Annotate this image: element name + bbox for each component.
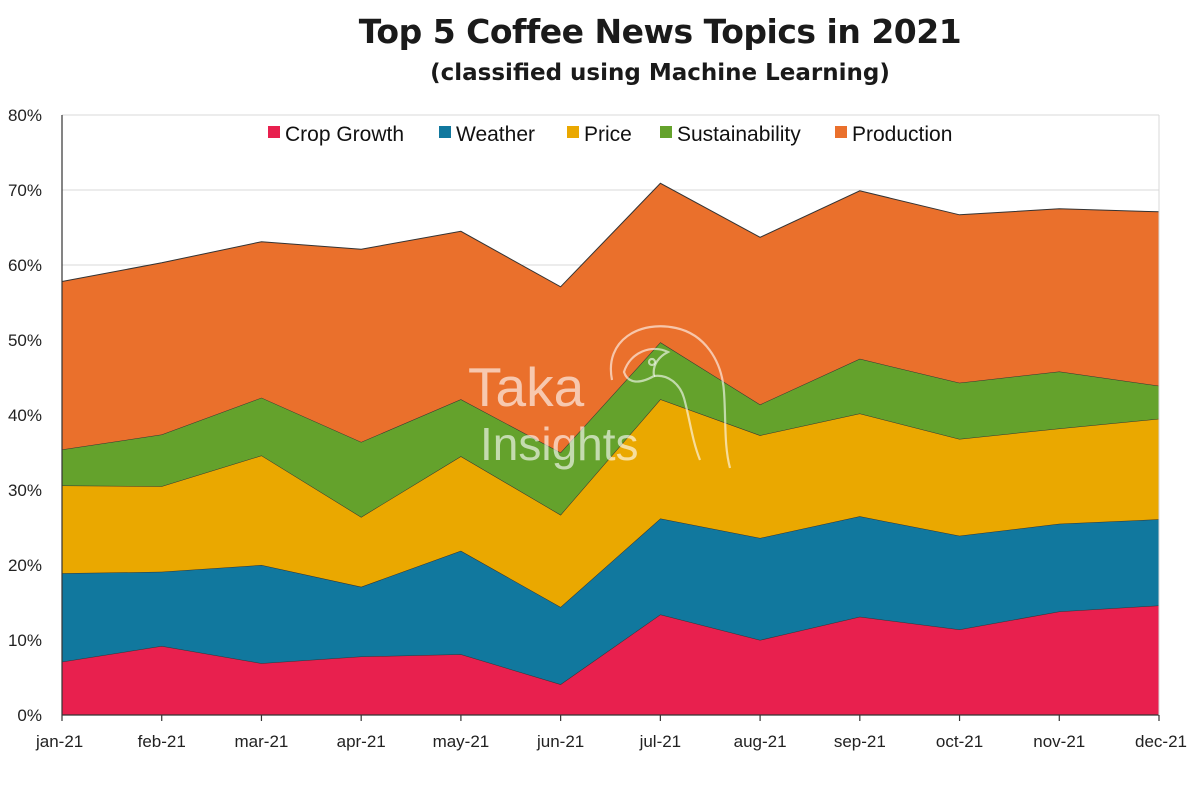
legend-swatch <box>439 126 451 138</box>
x-tick-label: apr-21 <box>337 732 386 751</box>
y-tick-label: 50% <box>8 331 42 350</box>
area-outline-crop-growth <box>61 605 1160 685</box>
legend-swatch <box>835 126 847 138</box>
watermark: Taka Insights <box>468 325 732 470</box>
x-tick-label: jun-21 <box>536 732 584 751</box>
x-tick-label: aug-21 <box>734 732 787 751</box>
area-sustainability <box>62 342 1159 517</box>
x-tick-label: dec-21 <box>1135 732 1187 751</box>
area-price <box>62 399 1159 607</box>
y-tick-label: 20% <box>8 556 42 575</box>
y-tick-label: 60% <box>8 256 42 275</box>
area-production <box>62 183 1159 453</box>
area-series <box>61 182 1160 715</box>
axes <box>61 115 1160 721</box>
legend-swatch <box>567 126 579 138</box>
legend-swatch <box>660 126 672 138</box>
legend-label: Production <box>852 123 952 146</box>
legend-label: Sustainability <box>677 123 801 146</box>
y-tick-label: 10% <box>8 631 42 650</box>
x-tick-label: sep-21 <box>834 732 886 751</box>
y-tick-label: 80% <box>8 106 42 125</box>
x-tick-label: feb-21 <box>138 732 186 751</box>
y-tick-label: 70% <box>8 181 42 200</box>
watermark-line1: Taka <box>468 356 585 418</box>
legend-label: Crop Growth <box>285 123 404 146</box>
area-weather <box>62 516 1159 685</box>
legend: Crop Growth Weather Price Sustainability Pro… <box>268 123 952 146</box>
y-tick-label: 40% <box>8 406 42 425</box>
x-tick-label: mar-21 <box>235 732 289 751</box>
area-outline-production <box>61 182 1160 288</box>
chart-subtitle: (classified using Machine Learning) <box>430 60 890 86</box>
legend-label: Price <box>584 123 632 146</box>
x-tick-label: oct-21 <box>936 732 983 751</box>
eagle-head-logo <box>609 325 732 469</box>
x-tick-label: jul-21 <box>639 732 682 751</box>
y-tick-label: 0% <box>17 706 42 725</box>
area-crop-growth <box>62 605 1159 715</box>
legend-swatch <box>268 126 280 138</box>
watermark-line2: Insights <box>480 418 639 470</box>
legend-label: Weather <box>456 123 535 146</box>
x-tick-label: may-21 <box>433 732 490 751</box>
x-axis-ticks: jan-21 feb-21 mar-21 apr-21 may-21 jun-21 jul-… <box>35 732 1187 751</box>
x-tick-label: jan-21 <box>35 732 83 751</box>
x-tick-label: nov-21 <box>1033 732 1085 751</box>
y-tick-label: 30% <box>8 481 42 500</box>
chart-title: Top 5 Coffee News Topics in 2021 <box>358 12 962 51</box>
y-axis-ticks: 0% 10% 20% 30% 40% 50% 60% 70% 80% <box>8 106 42 725</box>
